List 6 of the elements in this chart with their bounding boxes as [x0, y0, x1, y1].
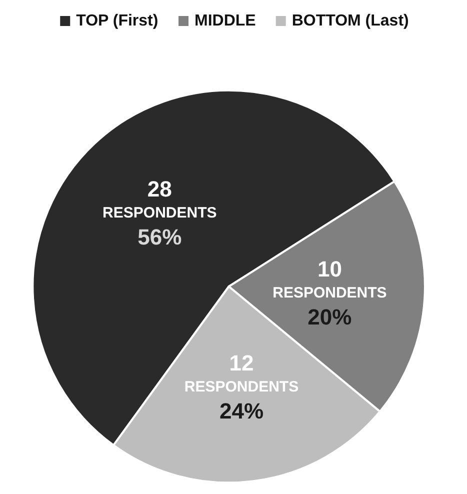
legend-label: BOTTOM (Last): [292, 12, 409, 30]
legend-label: TOP (First): [76, 12, 158, 30]
data-label: 28 RESPONDENTS 56%: [102, 176, 217, 250]
data-label: 10 RESPONDENTS 20%: [272, 256, 387, 330]
data-label: 12 RESPONDENTS 24%: [184, 350, 299, 424]
legend-label: MIDDLE: [194, 12, 256, 30]
